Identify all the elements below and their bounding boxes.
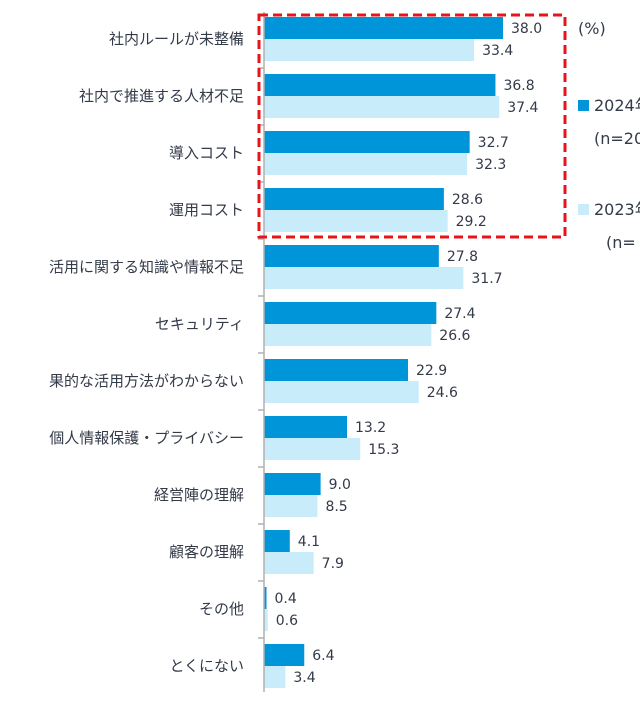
data-label: 24.6	[427, 385, 458, 401]
category-label: 運用コスト	[169, 201, 244, 219]
data-label: 29.2	[456, 214, 487, 230]
category-label: 経営陣の理解	[154, 486, 244, 504]
bar-2023	[264, 96, 500, 118]
category-label: とくにない	[169, 657, 244, 675]
data-label: 31.7	[471, 271, 502, 287]
data-label: 27.4	[444, 306, 475, 322]
legend-n-2024: (n=20	[594, 129, 640, 148]
data-label: 3.4	[293, 670, 315, 686]
bar-2023	[264, 39, 475, 61]
bar-2023	[264, 552, 314, 574]
data-label: 32.7	[478, 135, 509, 151]
data-label: 26.6	[439, 328, 470, 344]
data-label: 27.8	[447, 249, 478, 265]
bar-2024	[264, 587, 267, 609]
data-label: 33.4	[482, 43, 513, 59]
bar-2023	[264, 381, 419, 403]
bar-2024	[264, 17, 503, 39]
bar-2024	[264, 416, 348, 438]
legend-n-2023: (n=	[606, 233, 636, 252]
legend-swatch-2024	[578, 100, 589, 111]
data-label: 7.9	[322, 556, 344, 572]
bar-2024	[264, 473, 321, 495]
bar-2023	[264, 324, 432, 346]
legend-label-2023: 2023年	[594, 200, 640, 219]
bar-2024	[264, 245, 439, 267]
category-label: 社内ルールが未整備	[109, 30, 244, 48]
category-label: 個人情報保護・プライバシー	[49, 429, 244, 447]
bar-2024	[264, 644, 305, 666]
bar-2023	[264, 609, 268, 631]
category-label: その他	[199, 600, 244, 618]
bar-2023	[264, 495, 318, 517]
data-label: 37.4	[507, 100, 538, 116]
highlight-box	[257, 13, 567, 239]
data-label: 0.6	[276, 613, 298, 629]
bar-2023	[264, 666, 286, 688]
bar-2023	[264, 153, 468, 175]
data-label: 22.9	[416, 363, 447, 379]
data-label: 38.0	[511, 21, 542, 37]
data-label: 6.4	[312, 648, 334, 664]
data-label: 28.6	[452, 192, 483, 208]
category-label: セキュリティ	[155, 315, 244, 333]
bar-2024	[264, 74, 496, 96]
category-label: 社内で推進する人材不足	[79, 87, 244, 105]
data-label: 4.1	[298, 534, 320, 550]
data-label: 36.8	[503, 78, 534, 94]
category-label: 顧客の理解	[169, 543, 244, 561]
bar-2024	[264, 530, 290, 552]
unit-label: (%)	[578, 19, 606, 38]
bar-2023	[264, 438, 361, 460]
bar-2023	[264, 267, 464, 289]
data-label: 32.3	[475, 157, 506, 173]
category-label: 活用に関する知識や情報不足	[49, 258, 244, 276]
data-label: 13.2	[355, 420, 386, 436]
bar-2024	[264, 359, 409, 381]
bar-2024	[264, 302, 437, 324]
category-label: 果的な活用方法がわからない	[49, 372, 244, 390]
data-label: 8.5	[325, 499, 347, 515]
data-label: 0.4	[275, 591, 297, 607]
bar-2024	[264, 131, 470, 153]
category-label: 導入コスト	[169, 144, 244, 162]
data-label: 9.0	[329, 477, 351, 493]
data-label: 15.3	[368, 442, 399, 458]
legend-label-2024: 2024年	[594, 96, 640, 115]
legend-swatch-2023	[578, 204, 589, 215]
bar-2024	[264, 188, 444, 210]
bar-2023	[264, 210, 448, 232]
